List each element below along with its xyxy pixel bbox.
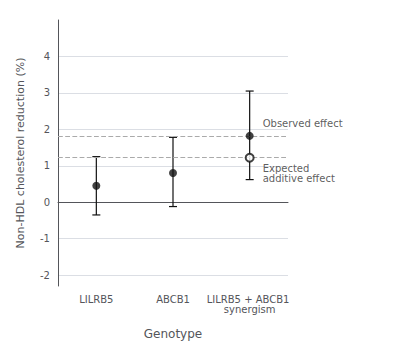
svg-text:1: 1 [44, 160, 50, 171]
svg-text:LILRB5 + ABCB1: LILRB5 + ABCB1 [206, 293, 293, 305]
svg-text:2: 2 [44, 124, 50, 135]
svg-text:3: 3 [44, 87, 50, 98]
svg-text:ABCB1: ABCB1 [156, 294, 190, 305]
svg-text:-2: -2 [40, 270, 50, 281]
svg-text:synergism: synergism [224, 304, 276, 315]
svg-text:additive effect: additive effect [263, 173, 335, 184]
svg-text:LILRB5: LILRB5 [79, 294, 113, 305]
svg-text:Non-HDL cholesterol reduction: Non-HDL cholesterol reduction (%) [14, 58, 27, 249]
svg-text:4: 4 [44, 51, 50, 62]
svg-text:Expected: Expected [262, 163, 310, 175]
svg-text:-1: -1 [40, 233, 50, 244]
svg-text:Genotype: Genotype [144, 327, 202, 341]
svg-text:0: 0 [44, 197, 50, 208]
svg-text:Observed effect: Observed effect [263, 118, 343, 129]
